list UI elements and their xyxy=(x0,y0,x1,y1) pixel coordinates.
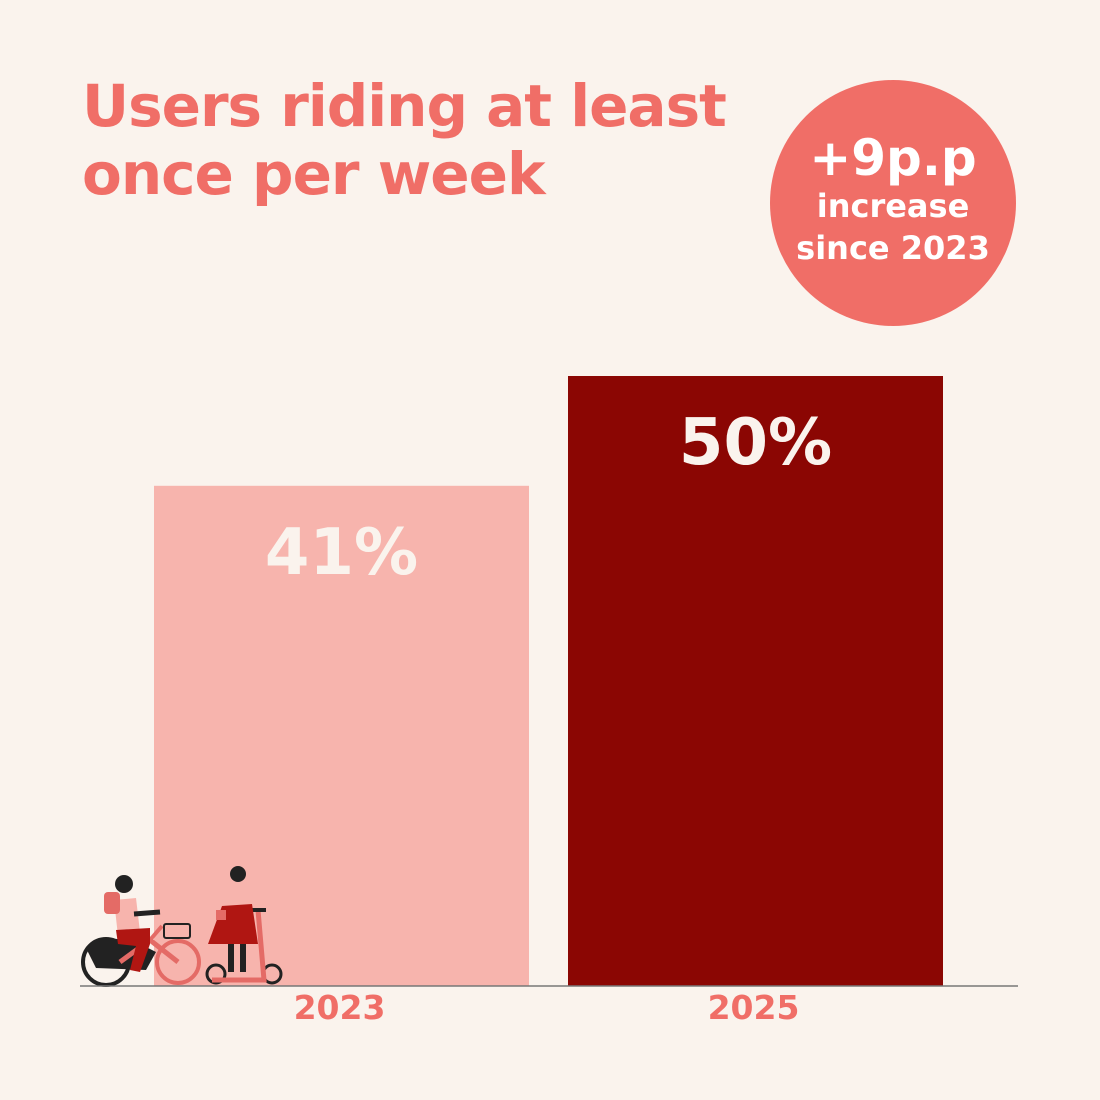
value-label-2025: 50% xyxy=(679,406,832,480)
scooter-rider-icon xyxy=(205,866,283,985)
badge-value: +9p.p xyxy=(809,129,977,187)
increase-badge: +9p.p increase since 2023 xyxy=(770,80,1016,326)
title-line-1: Users riding at least xyxy=(82,72,727,140)
bar-2023 xyxy=(154,485,529,986)
category-label-2025: 2025 xyxy=(708,988,800,1027)
bars-layer: 41% 50% xyxy=(154,376,943,986)
category-label-2023: 2023 xyxy=(294,988,386,1027)
value-label-2023: 41% xyxy=(265,516,418,590)
title-line-2: once per week xyxy=(82,140,546,208)
chart-title: Users riding at least once per week xyxy=(82,72,762,208)
badge-line-1: increase xyxy=(816,187,970,225)
bar-2025 xyxy=(568,376,943,986)
badge-line-2: since 2023 xyxy=(796,229,990,267)
bike-rider-icon xyxy=(81,875,201,987)
